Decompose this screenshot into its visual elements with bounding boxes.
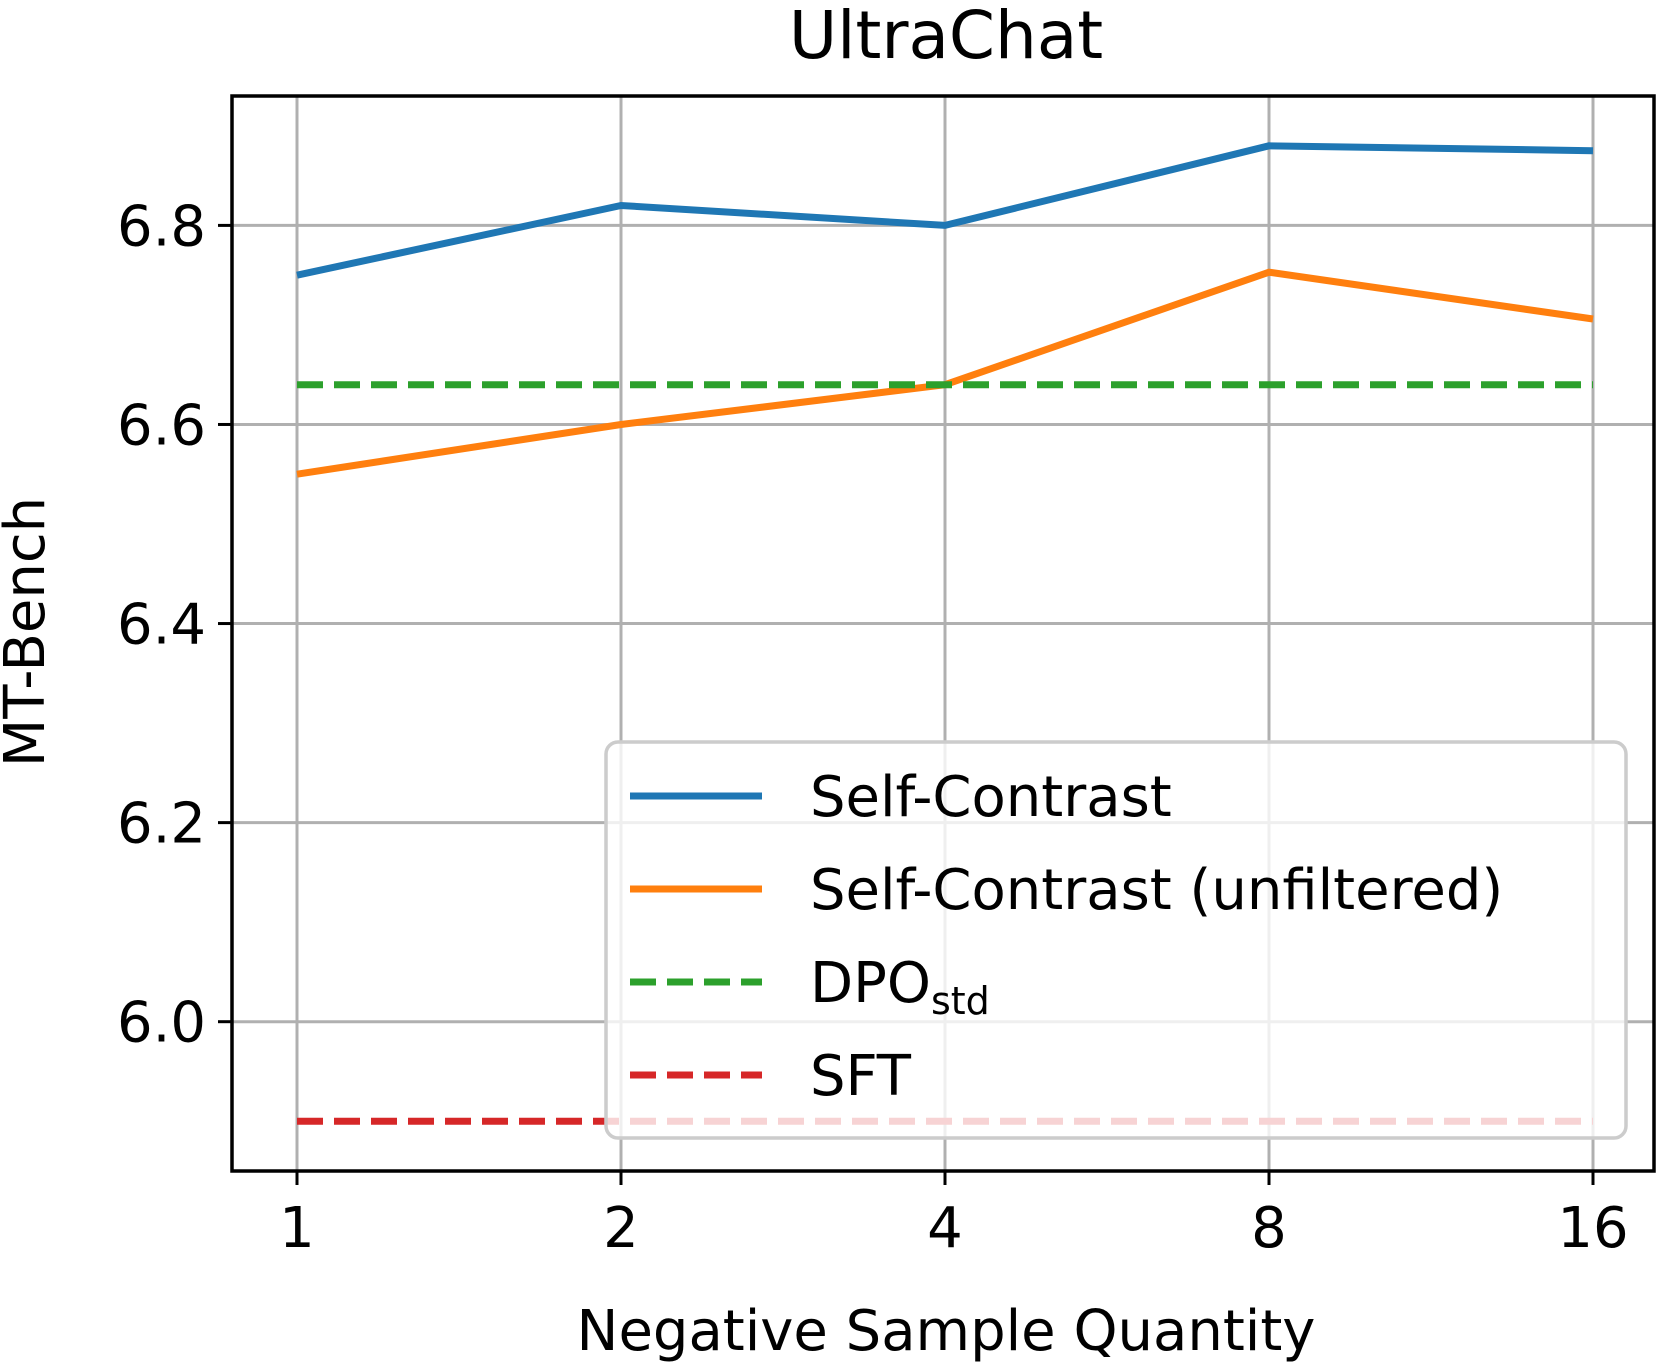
frame-layer [230,94,1656,1173]
x-tick-label: 4 [927,1196,963,1261]
legend-label: Self-Contrast [810,765,1172,830]
x-tick-label: 8 [1251,1196,1287,1261]
x-axis-label: Negative Sample Quantity [577,1299,1316,1364]
legend-label: Self-Contrast (unfiltered) [810,858,1503,923]
y-tick-label: 6.6 [117,393,206,458]
y-tick-label: 6.4 [117,593,206,658]
legend-box [604,740,1628,1140]
x-tick-label: 2 [603,1196,639,1261]
y-tick-label: 6.2 [117,792,206,857]
plot-frame [230,94,1656,1173]
y-axis-label: MT-Bench [0,497,58,767]
y-tick-label: 6.0 [117,991,206,1056]
x-tick-label: 1 [279,1196,315,1261]
legend-label: SFT [810,1044,912,1109]
ticks-layer: 1 2 4 8 16 6.0 6.2 6.4 6.6 6.8 [117,194,1629,1261]
y-tick-label: 6.8 [117,194,206,259]
chart-title: UltraChat [789,0,1103,74]
x-tick-label: 16 [1557,1196,1628,1261]
